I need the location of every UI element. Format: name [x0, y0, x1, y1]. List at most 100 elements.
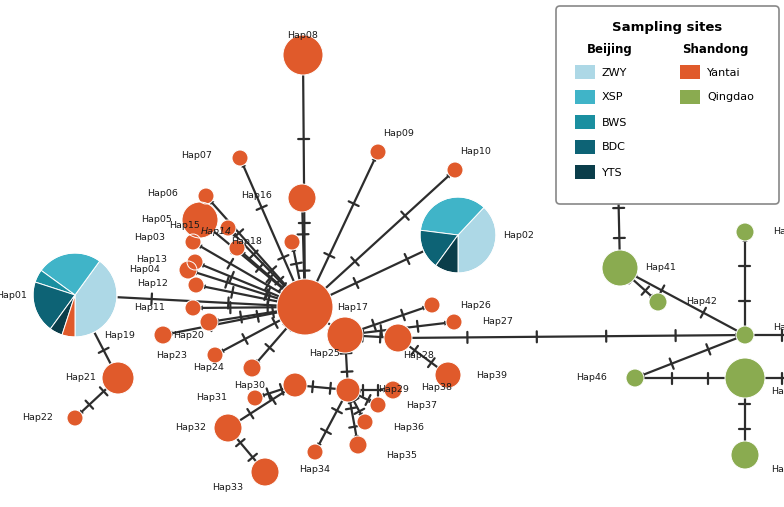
Text: Hap05: Hap05: [141, 215, 172, 225]
Circle shape: [185, 234, 201, 250]
Circle shape: [384, 381, 402, 399]
Text: YTS: YTS: [602, 167, 622, 177]
Text: Hap22: Hap22: [22, 414, 53, 422]
Circle shape: [283, 35, 323, 75]
Text: Hap24: Hap24: [193, 364, 224, 373]
Text: Hap18: Hap18: [231, 237, 262, 246]
Text: XSP: XSP: [602, 92, 623, 102]
Circle shape: [283, 373, 307, 397]
Text: Hap44: Hap44: [773, 322, 784, 332]
Bar: [680, 90, 700, 104]
Circle shape: [736, 223, 754, 241]
Circle shape: [182, 202, 218, 238]
Text: Hap40: Hap40: [646, 173, 677, 183]
Circle shape: [200, 313, 218, 331]
Text: Hap21: Hap21: [65, 374, 96, 382]
Text: Hap49: Hap49: [771, 464, 784, 474]
Circle shape: [243, 359, 261, 377]
Bar: [575, 115, 595, 129]
Circle shape: [277, 279, 333, 335]
Circle shape: [307, 444, 323, 460]
Circle shape: [185, 300, 201, 316]
Circle shape: [626, 369, 644, 387]
Wedge shape: [33, 282, 75, 329]
Circle shape: [102, 362, 134, 394]
Circle shape: [198, 188, 214, 204]
Text: Hap27: Hap27: [482, 317, 513, 327]
Wedge shape: [458, 207, 496, 273]
Wedge shape: [50, 295, 75, 335]
Text: Hap01: Hap01: [0, 291, 27, 300]
Circle shape: [447, 162, 463, 178]
Circle shape: [357, 414, 373, 430]
Wedge shape: [41, 253, 100, 295]
Text: Hap23: Hap23: [156, 350, 187, 359]
Circle shape: [424, 297, 440, 313]
Text: Hap19: Hap19: [104, 331, 135, 340]
Text: Hap02: Hap02: [503, 231, 534, 239]
Circle shape: [370, 144, 386, 160]
Circle shape: [602, 250, 638, 286]
Circle shape: [725, 358, 765, 398]
Text: Hap33: Hap33: [212, 484, 243, 492]
Wedge shape: [75, 261, 117, 337]
Text: Hap12: Hap12: [137, 278, 168, 287]
Circle shape: [288, 184, 316, 212]
Circle shape: [446, 314, 462, 330]
Circle shape: [229, 240, 245, 256]
Text: Hap17: Hap17: [337, 303, 368, 311]
Text: Hap15: Hap15: [169, 222, 200, 231]
Wedge shape: [420, 197, 484, 235]
Text: Hap32: Hap32: [175, 423, 206, 432]
Wedge shape: [62, 295, 75, 337]
Text: Hap06: Hap06: [147, 189, 178, 198]
Circle shape: [731, 441, 759, 469]
FancyBboxPatch shape: [556, 6, 779, 204]
Text: Hap41: Hap41: [645, 264, 676, 272]
Text: Hap25: Hap25: [309, 348, 340, 357]
Text: Hap38: Hap38: [421, 382, 452, 391]
Circle shape: [67, 410, 83, 426]
Text: Hap09: Hap09: [383, 129, 414, 138]
Text: Hap39: Hap39: [476, 371, 507, 380]
Text: Yantai: Yantai: [707, 67, 741, 78]
Text: Sampling sites: Sampling sites: [612, 21, 723, 34]
Circle shape: [214, 414, 242, 442]
Text: Hap28: Hap28: [403, 351, 434, 360]
Text: Hap26: Hap26: [460, 301, 491, 309]
Text: Hap29: Hap29: [378, 385, 409, 394]
Text: Shandong: Shandong: [682, 44, 748, 56]
Circle shape: [336, 378, 360, 402]
Text: Hap37: Hap37: [406, 401, 437, 410]
Circle shape: [179, 261, 197, 279]
Wedge shape: [436, 235, 458, 273]
Wedge shape: [420, 230, 458, 266]
Bar: [575, 165, 595, 179]
Text: BDC: BDC: [602, 142, 626, 153]
Text: Hap11: Hap11: [134, 304, 165, 312]
Text: Hap14: Hap14: [201, 228, 232, 236]
Circle shape: [232, 150, 248, 166]
Text: Hap30: Hap30: [234, 380, 265, 389]
Text: Hap35: Hap35: [386, 451, 417, 459]
Circle shape: [610, 170, 626, 186]
Text: Hap31: Hap31: [196, 393, 227, 403]
Circle shape: [154, 326, 172, 344]
Text: BWS: BWS: [602, 118, 627, 127]
Text: Hap43: Hap43: [773, 228, 784, 236]
Text: Hap13: Hap13: [136, 256, 167, 265]
Bar: [575, 65, 595, 79]
Text: Hap46: Hap46: [576, 374, 607, 382]
Bar: [575, 140, 595, 154]
Circle shape: [188, 277, 204, 293]
Circle shape: [370, 397, 386, 413]
Text: Hap36: Hap36: [393, 422, 424, 431]
Circle shape: [384, 324, 412, 352]
Circle shape: [435, 362, 461, 388]
Text: Hap20: Hap20: [173, 332, 204, 341]
Circle shape: [284, 234, 300, 250]
Text: Qingdao: Qingdao: [707, 92, 754, 102]
Text: Hap47: Hap47: [771, 387, 784, 396]
Circle shape: [247, 390, 263, 406]
Circle shape: [251, 458, 279, 486]
